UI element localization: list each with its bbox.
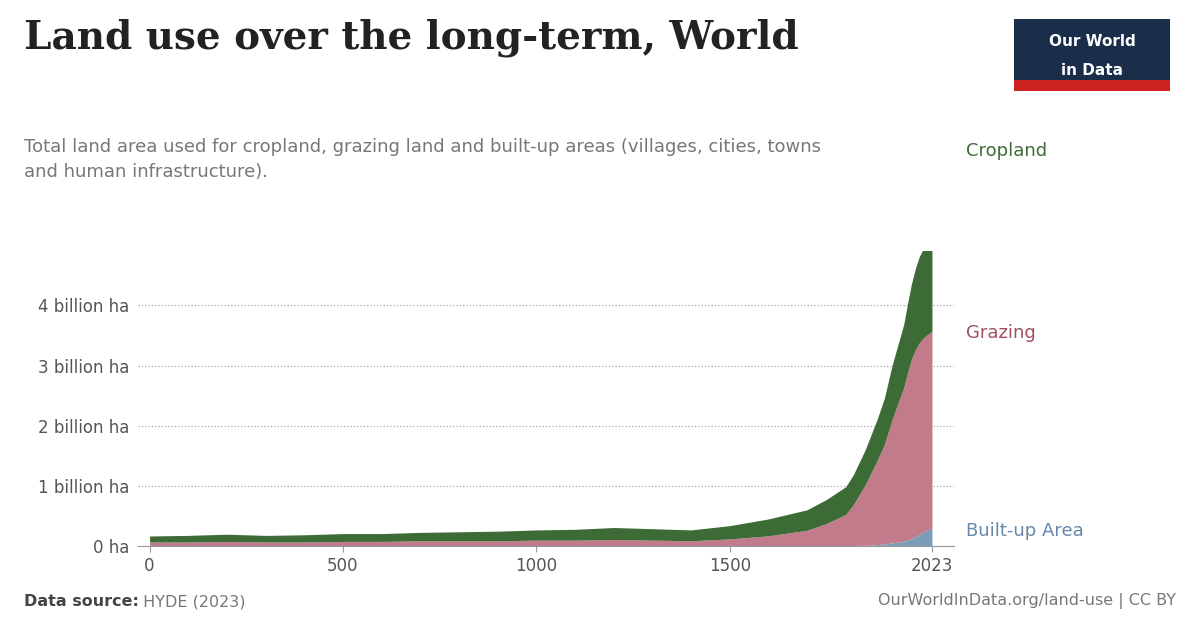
Text: Data source:: Data source: (24, 594, 139, 609)
Text: Built-up Area: Built-up Area (966, 522, 1084, 539)
Text: Our World: Our World (1049, 35, 1135, 50)
Text: in Data: in Data (1061, 63, 1123, 78)
Text: Land use over the long-term, World: Land use over the long-term, World (24, 19, 799, 57)
Text: Grazing: Grazing (966, 324, 1036, 342)
Text: OurWorldInData.org/land-use | CC BY: OurWorldInData.org/land-use | CC BY (878, 593, 1176, 609)
Text: HYDE (2023): HYDE (2023) (138, 594, 246, 609)
Text: Cropland: Cropland (966, 142, 1048, 160)
Text: Total land area used for cropland, grazing land and built-up areas (villages, ci: Total land area used for cropland, grazi… (24, 138, 821, 181)
